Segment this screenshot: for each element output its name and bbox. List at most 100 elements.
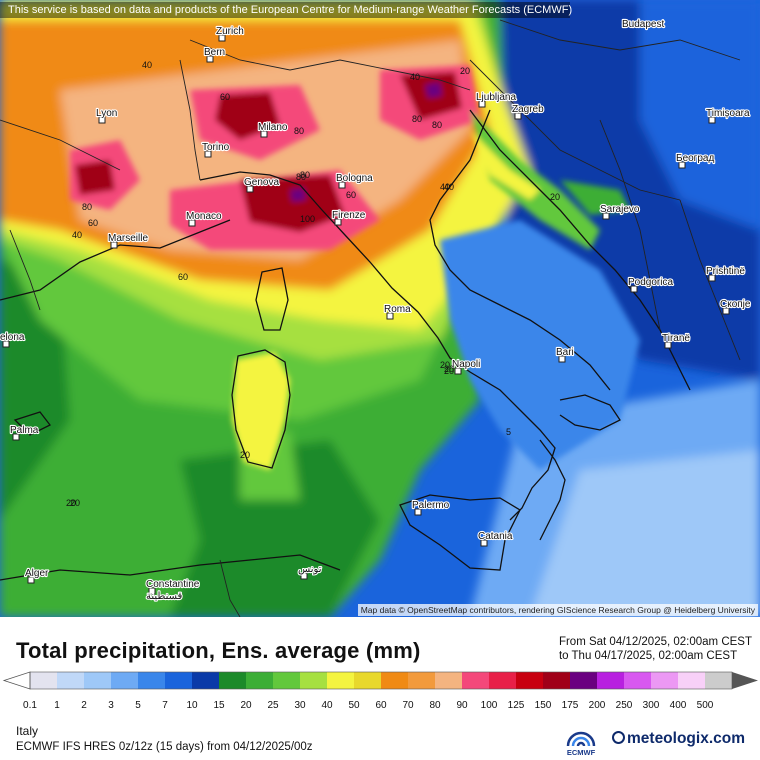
city-label: Скопје <box>720 299 751 310</box>
legend-label: 5 <box>135 700 141 711</box>
city-marker: Firenze <box>331 209 367 226</box>
legend-swatch <box>165 672 193 689</box>
ecmwf-logo[interactable]: ECMWF <box>558 726 604 758</box>
city-label: Bologna <box>336 173 373 184</box>
legend-swatch <box>435 672 463 689</box>
city-marker: Palermo <box>411 499 451 516</box>
city-marker: قسنطينة <box>145 590 184 603</box>
precipitation-map[interactable]: Budapest Bern Zurich Lyon Milano Torino Ljublj… <box>0 0 760 617</box>
period-to: to Thu 04/17/2025, 02:00am CEST <box>558 650 738 662</box>
city-marker: Milano <box>257 121 289 138</box>
city-marker: Lyon <box>95 107 118 124</box>
city-label: Ljubljana <box>476 92 516 103</box>
map-attribution[interactable]: Map data © OpenStreetMap contributors, r… <box>357 604 758 616</box>
city-dot <box>206 55 214 63</box>
city-label: Torino <box>202 142 230 153</box>
city-dot <box>334 218 342 226</box>
city-label: Constantine <box>146 579 200 590</box>
isoline-label: 60 <box>88 218 98 228</box>
model-info: ECMWF IFS HRES 0z/12z (15 days) from 04/… <box>16 741 313 753</box>
legend-label: 2 <box>81 700 87 711</box>
city-label: Budapest <box>622 19 664 30</box>
city-label: Timișoara <box>706 108 750 119</box>
legend-swatch <box>84 672 112 689</box>
isoline-label: 20 <box>444 364 454 374</box>
city-dot <box>110 241 118 249</box>
isoline-label: 20 <box>440 360 450 370</box>
legend-label: 300 <box>643 700 660 711</box>
city-dot <box>98 116 106 124</box>
legend-swatch <box>597 672 625 689</box>
meteologix-logo-text: meteologix.com <box>627 730 745 747</box>
city-label: Palermo <box>412 500 450 511</box>
city-marker: Београд <box>675 152 716 169</box>
city-marker: Roma <box>383 303 412 320</box>
legend-swatch <box>705 672 733 689</box>
legend-label: 100 <box>481 700 498 711</box>
city-marker: تونس <box>297 563 323 580</box>
city-dot <box>514 112 522 120</box>
city-dot <box>2 340 10 348</box>
city-marker: Budapest <box>621 18 666 31</box>
legend-label: 90 <box>456 700 468 711</box>
isoline-label: 20 <box>460 66 470 76</box>
city-dot <box>300 572 308 580</box>
ecmwf-notice: This service is based on data and produc… <box>0 2 572 18</box>
legend-swatch <box>489 672 517 689</box>
city-label: قسنطينة <box>146 591 183 602</box>
city-marker: Bern <box>203 46 226 63</box>
city-dot <box>246 185 254 193</box>
legend-label: 10 <box>186 700 198 711</box>
legend-swatch <box>462 672 490 689</box>
legend-label: 80 <box>429 700 441 711</box>
legend-swatch <box>381 672 409 689</box>
city-dot <box>630 285 638 293</box>
city-label: Milano <box>258 122 288 133</box>
legend-swatch <box>651 672 679 689</box>
ecmwf-logo-text: ECMWF <box>566 748 596 757</box>
city-dot <box>386 312 394 320</box>
isoline-label: 100 <box>300 214 315 224</box>
city-label: Lyon <box>96 108 117 119</box>
city-marker: Zurich <box>215 25 245 42</box>
map-title: Total precipitation, Ens. average (mm) <box>16 638 421 663</box>
legend-swatch <box>273 672 301 689</box>
forecast-period: From Sat 04/12/2025, 02:00am CEST to Thu… <box>559 635 752 663</box>
city-dot <box>722 307 730 315</box>
city-dot <box>664 341 672 349</box>
isoline-label: 20 <box>240 450 250 460</box>
legend-label: 250 <box>616 700 633 711</box>
period-from: From Sat 04/12/2025, 02:00am CEST <box>558 636 752 648</box>
meteologix-logo-icon <box>612 731 625 744</box>
isoline-label: 40 <box>440 182 450 192</box>
city-label: Zagreb <box>512 104 544 115</box>
meteologix-logo[interactable]: meteologix.com <box>612 730 745 748</box>
city-label: Београд <box>676 153 714 164</box>
city-label: Monaco <box>186 211 222 222</box>
city-label: Bern <box>204 47 225 58</box>
city-marker: Bari <box>555 346 575 363</box>
legend-swatch <box>300 672 328 689</box>
city-label: Roma <box>384 304 411 315</box>
city-marker: Catania <box>477 530 514 547</box>
city-label: Sarajevo <box>600 204 640 215</box>
city-marker: Ljubljana <box>475 91 518 108</box>
color-legend: 0.1 1 2 3 5 7 10 15 20 25 30 40 50 60 70 80 90 100 125 150 1… <box>2 671 758 711</box>
legend-frame <box>29 671 733 690</box>
city-dot <box>218 34 226 42</box>
isoline-label: 60 <box>220 92 230 102</box>
city-dot <box>708 116 716 124</box>
legend-label: 7 <box>162 700 168 711</box>
isoline-label: 80 <box>432 120 442 130</box>
legend-label: 125 <box>508 700 525 711</box>
city-label: Tiranë <box>662 333 690 344</box>
isoline-label: 5 <box>506 427 511 437</box>
isoline-label: 80 <box>300 170 310 180</box>
isoline-label: 20 <box>70 498 80 508</box>
isoline-label: 60 <box>178 272 188 282</box>
legend-label: 50 <box>348 700 360 711</box>
ecmwf-globe-icon <box>566 731 596 747</box>
isoline-label: 80 <box>294 126 304 136</box>
legend-swatch <box>408 672 436 689</box>
isoline-label: 60 <box>346 190 356 200</box>
